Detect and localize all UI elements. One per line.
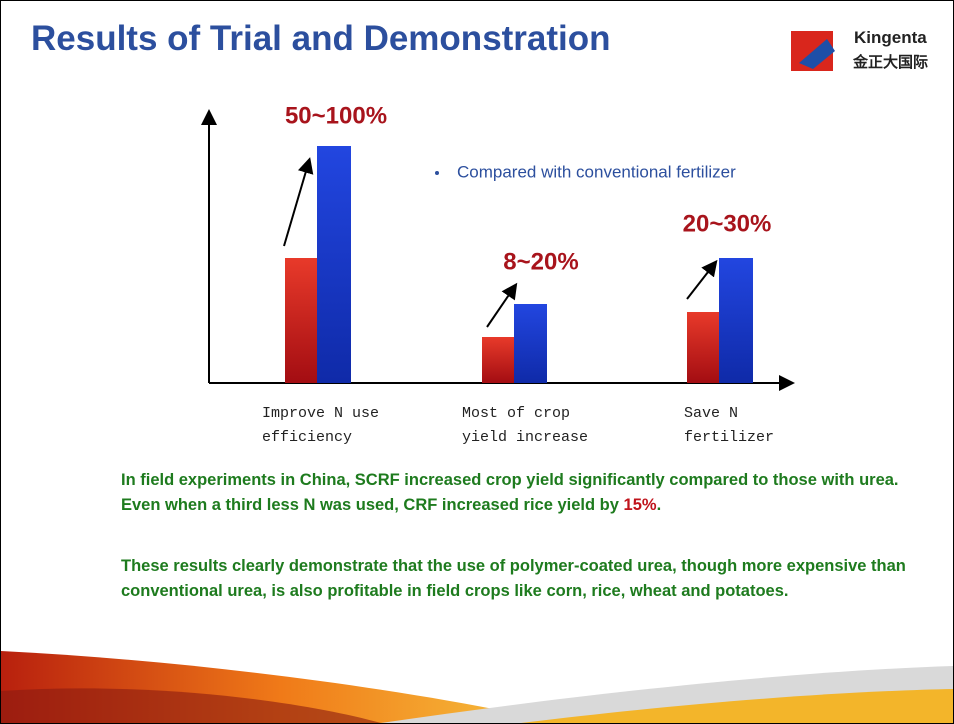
text: . <box>656 496 662 514</box>
category-label: fertilizer <box>684 429 774 446</box>
category-label: yield increase <box>462 429 588 446</box>
decoration <box>1 688 381 723</box>
category-label: Save N <box>684 405 738 422</box>
decoration <box>521 689 953 723</box>
category-label: Improve N use <box>262 405 379 422</box>
gain-label: 8~20% <box>503 248 578 275</box>
bar-scrf <box>317 146 351 383</box>
logo-icon-accent <box>799 39 835 69</box>
arrow <box>486 282 518 328</box>
bar-conventional <box>482 337 514 383</box>
chart-note: Compared with conventional fertilizer <box>457 162 736 181</box>
category-label: Most of crop <box>462 405 570 422</box>
text: In field experiments in China, SCRF incr… <box>121 471 899 514</box>
arrow <box>686 259 718 300</box>
category-label: efficiency <box>262 429 352 446</box>
arrow <box>283 157 314 247</box>
paragraph: In field experiments in China, SCRF incr… <box>121 468 941 518</box>
highlight: 15% <box>623 496 657 514</box>
gain-label: 50~100% <box>285 102 387 129</box>
paragraph: These results clearly demonstrate that t… <box>121 554 941 604</box>
text: These results clearly demonstrate that t… <box>121 557 906 600</box>
bar-scrf <box>514 304 547 383</box>
gain-label: 20~30% <box>683 210 772 237</box>
logo-brand: Kingenta <box>854 28 927 47</box>
bar-scrf <box>719 258 753 383</box>
bar-conventional <box>285 258 317 383</box>
logo-subtitle: 金正大国际 <box>853 53 929 71</box>
bullet <box>435 171 439 175</box>
slide-title: Results of Trial and Demonstration <box>31 19 611 58</box>
bar-conventional <box>687 312 719 383</box>
